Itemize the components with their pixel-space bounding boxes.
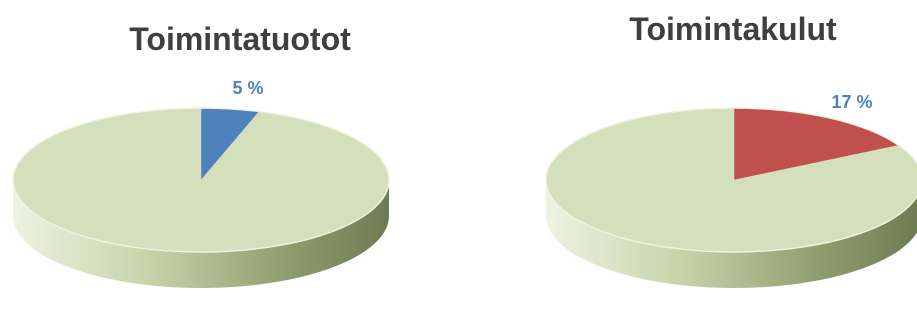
pie-slice-1 [13,108,389,252]
chart-title: Toimintatuotot [129,21,351,57]
data-label: 17 % [831,92,872,112]
pie-chart-2: Toimintakulut 17 % [542,11,917,289]
pie-body [542,108,917,289]
data-label: 5 % [232,78,263,98]
chart-title: Toimintakulut [629,11,837,47]
pie-body [9,108,393,289]
pie-chart-1: Toimintatuotot 5 % [9,21,393,289]
